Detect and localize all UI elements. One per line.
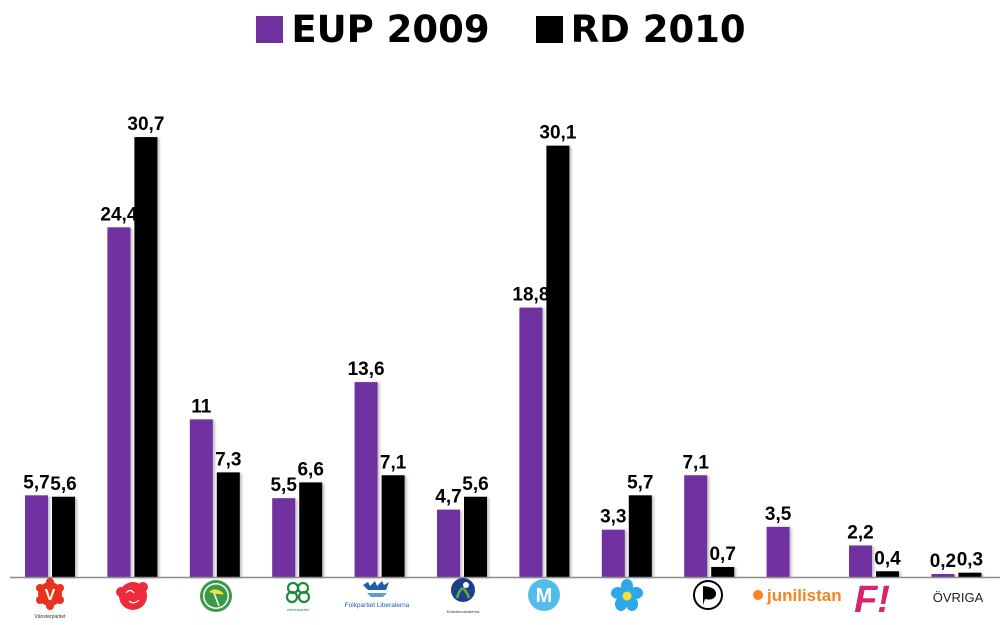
logo-moderaterna: M — [528, 579, 560, 611]
bar-rd-2010-feministiskt-initiativ — [876, 571, 899, 577]
legend-label-rd-2010: RD 2010 — [570, 7, 746, 51]
fi-wordmark: F! — [854, 579, 890, 621]
value-label-rd-2010-folkpartiet-liberalerna: 7,1 — [380, 452, 407, 473]
bar-rd-2010-ovriga — [958, 572, 982, 577]
logo-miljopartiet — [200, 580, 232, 612]
value-label-rd-2010-miljopartiet: 7,3 — [215, 449, 241, 470]
value-label-eup-2009-sverigedemokraterna: 3,3 — [600, 507, 626, 528]
moderaterna-letter: M — [536, 585, 553, 607]
logo-folkpartiet: Folkpartiet Liberalerna — [345, 581, 410, 609]
value-label-eup-2009-feministiskt-initiativ: 2,2 — [847, 522, 873, 543]
vansterpartiet-caption: Vänsterpartiet — [34, 614, 66, 620]
bar-rd-2010-kristdemokraterna — [464, 496, 487, 577]
junilistan-dot-icon — [753, 590, 763, 600]
bar-rd-2010-sverigedemokraterna — [628, 495, 652, 577]
bar-eup-2009-miljopartiet — [189, 419, 213, 577]
chart-legend: EUP 2009 RD 2010 — [0, 4, 1002, 54]
bar-rd-2010-piratpartiet — [711, 566, 735, 577]
value-label-eup-2009-vansterpartiet: 5,7 — [23, 472, 49, 493]
value-label-eup-2009-ovriga: 0,2 — [930, 551, 956, 572]
junilistan-wordmark: junilistan — [766, 586, 842, 605]
value-label-rd-2010-centerpartiet: 6,6 — [297, 459, 323, 480]
value-label-rd-2010-vansterpartiet: 5,6 — [50, 474, 76, 495]
bar-rd-2010-moderaterna — [546, 145, 570, 578]
value-label-eup-2009-centerpartiet: 5,5 — [270, 475, 297, 496]
legend-item-eup-2009: EUP 2009 — [256, 7, 490, 51]
moderaterna-m-icon — [528, 579, 560, 611]
value-label-rd-2010-moderaterna: 30,1 — [539, 123, 576, 144]
bar-eup-2009-centerpartiet — [272, 498, 296, 577]
category-label-ovriga: ÖVRIGA — [933, 590, 984, 605]
legend-swatch-rd-2010 — [535, 15, 563, 43]
bar-eup-2009-vansterpartiet — [25, 495, 48, 577]
logo-centerpartiet: centerpartiet — [285, 581, 311, 612]
bar-rd-2010-centerpartiet — [299, 482, 323, 577]
logo-sverigedemokraterna — [611, 579, 643, 611]
bar-eup-2009-moderaterna — [519, 307, 543, 577]
vansterpartiet-letter: V — [45, 587, 56, 604]
value-label-eup-2009-folkpartiet-liberalerna: 13,6 — [348, 359, 385, 380]
centerpartiet-clover-icon — [285, 581, 311, 604]
logo-kristdemokraterna: Kristdemokraterna — [447, 578, 480, 614]
legend-swatch-eup-2009 — [256, 15, 284, 43]
centerpartiet-caption: centerpartiet — [287, 607, 310, 612]
value-label-eup-2009-kristdemokraterna: 4,7 — [435, 487, 461, 508]
bar-rd-2010-folkpartiet-liberalerna — [381, 475, 405, 577]
value-label-rd-2010-piratpartiet: 0,7 — [709, 544, 735, 565]
logo-piratpartiet — [693, 580, 723, 610]
value-label-eup-2009-miljopartiet: 11 — [191, 396, 212, 417]
value-label-eup-2009-socialdemokraterna: 24,4 — [100, 204, 137, 225]
value-label-eup-2009-piratpartiet: 7,1 — [682, 452, 709, 473]
bar-eup-2009-kristdemokraterna — [437, 509, 460, 577]
logo-vansterpartiet: V Vänsterpartiet — [34, 578, 66, 620]
bar-rd-2010-vansterpartiet — [52, 496, 75, 577]
bar-eup-2009-junilistan — [766, 526, 790, 577]
kristdemokraterna-caption: Kristdemokraterna — [447, 609, 480, 614]
folkpartiet-stars-icon — [363, 581, 389, 597]
bar-eup-2009-ovriga — [931, 574, 955, 577]
value-label-rd-2010-sverigedemokraterna: 5,7 — [627, 472, 653, 493]
bar-eup-2009-feministiskt-initiativ — [849, 545, 872, 577]
bar-rd-2010-miljopartiet — [216, 472, 240, 577]
value-label-eup-2009-junilistan: 3,5 — [765, 504, 792, 525]
logo-feministiskt-initiativ: F! — [854, 579, 890, 621]
kristdemokraterna-flower-icon — [451, 578, 475, 602]
legend-item-rd-2010: RD 2010 — [535, 7, 746, 51]
value-label-rd-2010-feministiskt-initiativ: 0,4 — [874, 548, 901, 569]
logo-junilistan: junilistan — [753, 586, 842, 605]
value-label-rd-2010-ovriga: 0,3 — [957, 550, 983, 571]
bars-layer — [25, 137, 982, 578]
bar-eup-2009-sverigedemokraterna — [601, 529, 625, 577]
value-label-rd-2010-socialdemokraterna: 30,7 — [127, 114, 164, 135]
value-label-rd-2010-kristdemokraterna: 5,6 — [462, 474, 488, 495]
folkpartiet-caption: Folkpartiet Liberalerna — [345, 602, 410, 609]
logo-socialdemokraterna — [116, 582, 148, 610]
bar-eup-2009-socialdemokraterna — [107, 227, 131, 577]
sverigedemokraterna-flower-icon — [611, 579, 643, 611]
bar-rd-2010-socialdemokraterna — [134, 137, 158, 577]
value-label-eup-2009-moderaterna: 18,8 — [512, 285, 549, 306]
value-labels-layer: 5,7 5,624,430,7117,35,56,613,67,14,75,618… — [23, 114, 983, 572]
bar-eup-2009-piratpartiet — [684, 475, 708, 577]
bar-eup-2009-folkpartiet-liberalerna — [354, 382, 378, 577]
legend-label-eup-2009: EUP 2009 — [291, 7, 490, 51]
